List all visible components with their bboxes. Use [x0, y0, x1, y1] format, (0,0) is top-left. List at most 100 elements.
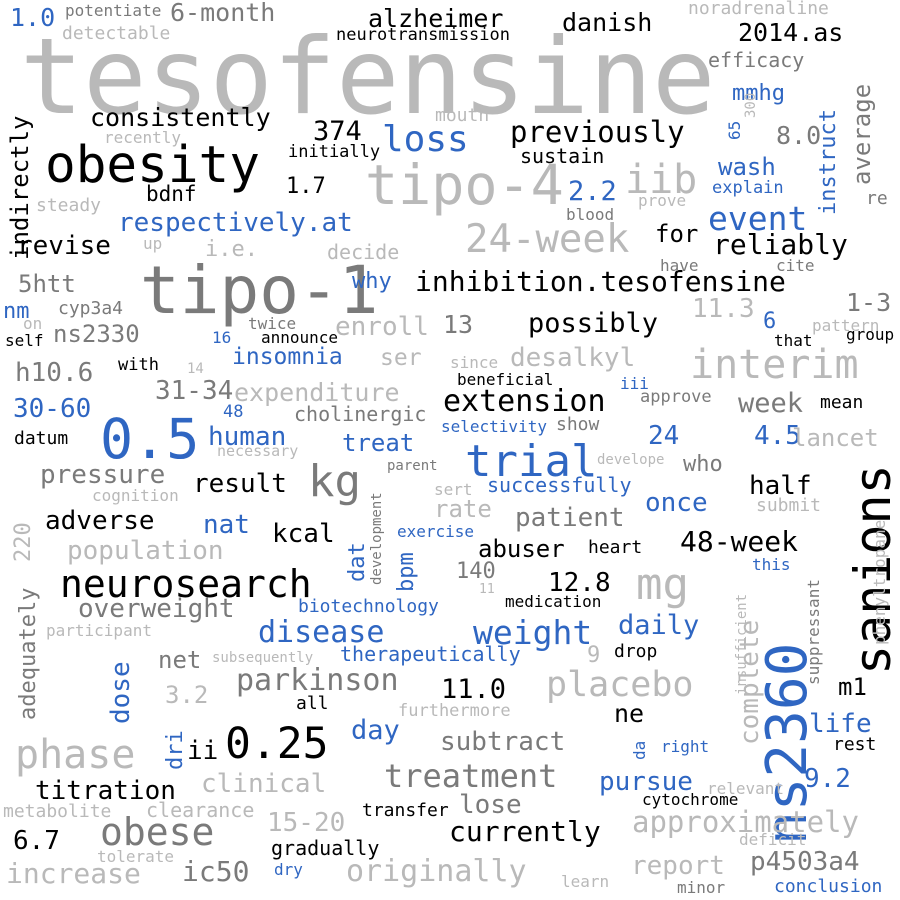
- cloud-word-relevant: relevant: [707, 779, 785, 798]
- cloud-word-desalkyl: desalkyl: [510, 343, 636, 373]
- cloud-word-reliably: reliably: [713, 228, 848, 261]
- cloud-word-9-2: 9.2: [804, 764, 851, 794]
- cloud-word-11-3: 11.3: [692, 294, 755, 324]
- cloud-word-0-25: 0.25: [225, 719, 329, 769]
- cloud-word-necessary: necessary: [217, 442, 299, 460]
- cloud-word-enroll: enroll: [335, 312, 429, 342]
- cloud-word-4-5: 4.5: [754, 421, 801, 451]
- cloud-word-nat: nat: [203, 510, 250, 540]
- cloud-word-11: 11: [479, 582, 495, 597]
- cloud-word-iib: iib: [625, 157, 698, 203]
- cloud-word-374: 374: [313, 116, 362, 147]
- cloud-word-loss: loss: [382, 119, 469, 160]
- cloud-word-develope: develope: [597, 452, 665, 468]
- cloud-word-ii: ii: [187, 736, 219, 766]
- cloud-word-140: 140: [456, 559, 496, 584]
- cloud-word-cite: cite: [776, 256, 815, 275]
- cloud-word-steady: steady: [36, 195, 102, 216]
- cloud-word-dose: dose: [106, 661, 136, 724]
- cloud-word-mg: mg: [636, 559, 689, 610]
- cloud-word-13: 13: [443, 310, 474, 339]
- cloud-word-mmhg: mmhg: [732, 81, 785, 106]
- cloud-word-consistently: consistently: [90, 103, 271, 132]
- cloud-word-have: have: [660, 256, 699, 275]
- cloud-word-report: report: [631, 851, 725, 881]
- cloud-word-15-20: 15-20: [267, 808, 346, 838]
- cloud-word-cognition: cognition: [92, 486, 179, 505]
- cloud-word-placebo: placebo: [546, 665, 694, 705]
- cloud-word-da: da: [630, 740, 649, 760]
- cloud-word-increase: increase: [6, 857, 141, 890]
- cloud-word-datum: datum: [14, 428, 69, 449]
- cloud-word-30-60: 30-60: [13, 394, 92, 424]
- cloud-word-approximately: approximately: [632, 805, 859, 839]
- cloud-word-once: once: [645, 488, 708, 518]
- cloud-word-overweight: overweight: [78, 594, 235, 624]
- cloud-word-complete: complete: [735, 619, 765, 745]
- cloud-word-bdnf: bdnf: [146, 182, 197, 206]
- cloud-word-human: human: [208, 422, 287, 452]
- cloud-word-transfer: transfer: [362, 800, 449, 821]
- cloud-word-right: right: [661, 737, 710, 756]
- cloud-word-result: result: [193, 469, 287, 499]
- cloud-word-heart: heart: [588, 537, 643, 558]
- cloud-word-patient: patient: [515, 503, 625, 533]
- cloud-word-mouth: mouth: [435, 105, 490, 126]
- cloud-word-alzheimer: alzheimer: [368, 4, 504, 33]
- cloud-word-interim: interim: [690, 342, 859, 388]
- cloud-word-9: 9: [587, 643, 601, 668]
- cloud-word-show: show: [556, 414, 600, 435]
- cloud-word-treat: treat: [342, 429, 415, 457]
- cloud-word-12-8: 12.8: [548, 568, 611, 598]
- cloud-word-successfully: successfully: [487, 473, 632, 497]
- cloud-word-5htt: 5htt: [18, 270, 76, 298]
- cloud-word-kcal: kcal: [272, 519, 335, 549]
- cloud-word-self: self: [5, 331, 44, 350]
- cloud-word-net: net: [158, 646, 202, 674]
- cloud-word-participant: participant: [46, 621, 152, 640]
- cloud-word-adequately: adequately: [16, 587, 41, 720]
- cloud-word-48-week: 48-week: [680, 525, 799, 558]
- cloud-word-subsequently: subsequently: [212, 650, 314, 666]
- cloud-word-deficit: deficit: [739, 830, 807, 849]
- cloud-word-instruct: instruct: [816, 109, 841, 215]
- cloud-word-neurotransmission: neurotransmission: [336, 25, 510, 45]
- cloud-word-twice: twice: [248, 314, 297, 333]
- cloud-word-daily: daily: [618, 610, 700, 641]
- cloud-word-iii: iii: [620, 374, 649, 393]
- cloud-word-dri: dri: [163, 730, 188, 770]
- cloud-word-extension: extension: [443, 384, 606, 419]
- cloud-word-this: this: [752, 555, 791, 574]
- cloud-word-trial: trial: [465, 436, 598, 487]
- cloud-word-pressure: pressure: [40, 460, 166, 490]
- cloud-word-1-3: 1-3: [846, 288, 892, 317]
- cloud-word-48: 48: [223, 402, 244, 422]
- cloud-word-metabolite: metabolite: [3, 801, 112, 822]
- cloud-word-treatment: treatment: [384, 757, 558, 795]
- cloud-word-ne: ne: [614, 699, 645, 728]
- cloud-word-pattern: pattern: [812, 316, 880, 335]
- cloud-word-220: 220: [11, 522, 36, 562]
- cloud-word-11-0: 11.0: [441, 674, 507, 705]
- cloud-word-re: re: [866, 188, 888, 209]
- cloud-word-noradrenaline: noradrenaline: [688, 0, 829, 19]
- cloud-word-clearance: clearance: [146, 798, 255, 822]
- cloud-word-approve: approve: [640, 387, 712, 407]
- cloud-word-gradually: gradually: [271, 836, 380, 860]
- cloud-word-65: 65: [725, 120, 744, 140]
- cloud-word-0-5: 0.5: [100, 407, 200, 471]
- cloud-word-medication: medication: [505, 592, 602, 611]
- cloud-word-for: for: [655, 220, 699, 248]
- cloud-word-16: 16: [212, 328, 232, 347]
- cloud-word-pursue: pursue: [599, 767, 693, 797]
- cloud-word-half: half: [749, 471, 812, 501]
- cloud-word-parent: parent: [387, 458, 438, 474]
- cloud-word-rate: rate: [434, 495, 492, 523]
- cloud-word-ser: ser: [380, 345, 422, 371]
- cloud-word-neurosearch: neurosearch: [60, 562, 312, 606]
- cloud-word-on: on: [23, 314, 43, 333]
- cloud-word-obesity: obesity: [45, 136, 260, 195]
- cloud-word-abuser: abuser: [478, 535, 565, 563]
- cloud-word-possibly: possibly: [528, 308, 659, 339]
